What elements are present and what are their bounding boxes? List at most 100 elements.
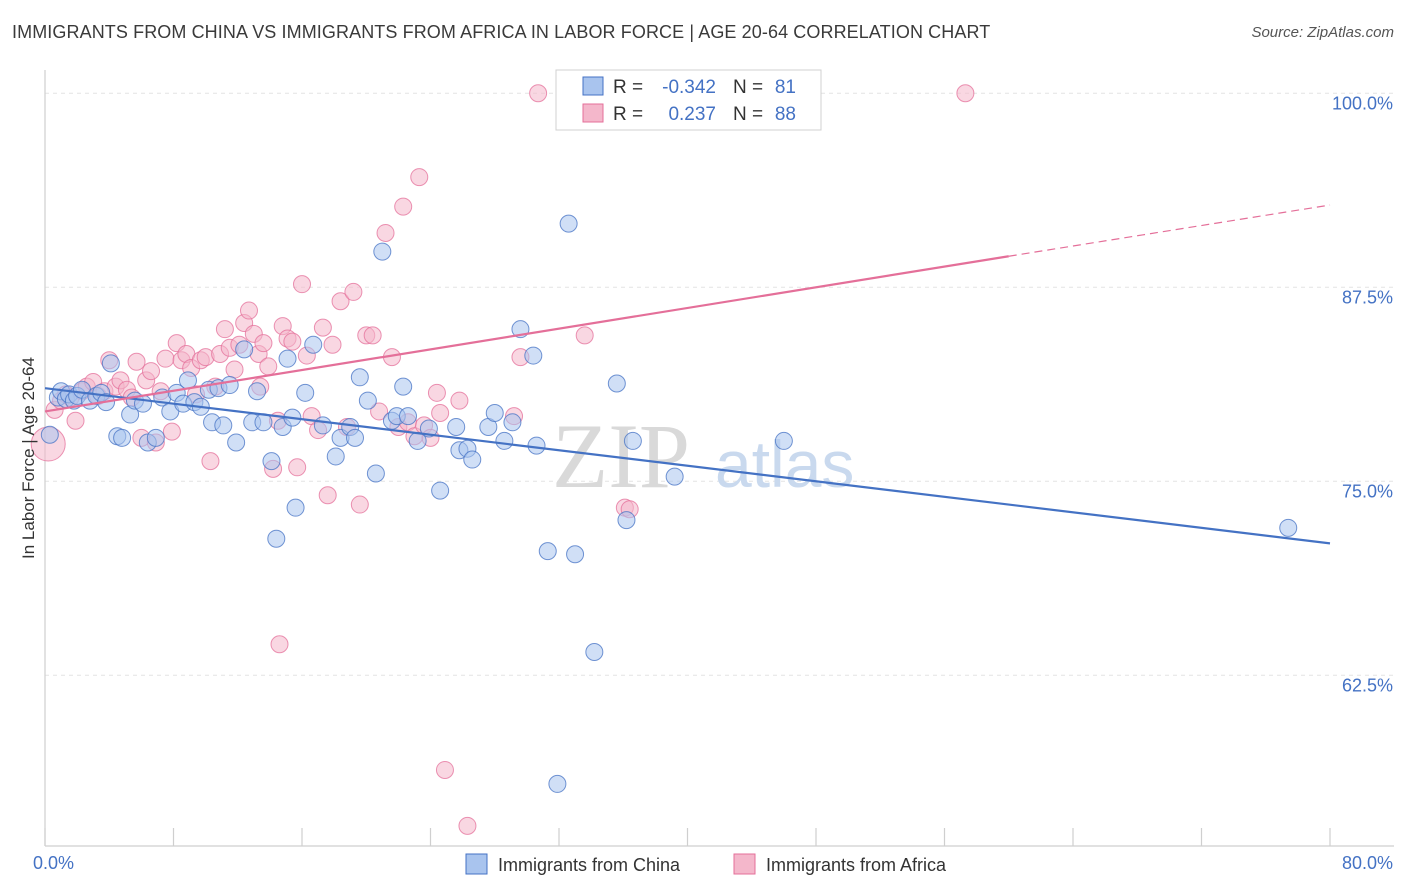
africa-trend-extension [1008, 204, 1331, 257]
china-point [262, 452, 281, 471]
china-point [548, 774, 567, 793]
china-point [220, 376, 239, 395]
x-axis-ticks [44, 828, 1331, 846]
africa-trend-line [44, 255, 1009, 413]
x-tick-label-max: 80.0% [1342, 853, 1393, 873]
africa-point [394, 197, 413, 216]
africa-point [254, 334, 273, 353]
china-point [419, 419, 438, 438]
china-point [463, 450, 482, 469]
china-point [485, 403, 504, 422]
china-point [235, 340, 254, 359]
china-point [394, 377, 413, 396]
china-point [431, 481, 450, 500]
china-point [1279, 518, 1298, 537]
africa-point [331, 292, 350, 311]
africa-point [450, 391, 469, 410]
watermark: ZIP atlas [552, 405, 854, 507]
china-point [566, 545, 585, 564]
stats-china-r-label: R = [613, 77, 643, 98]
china-point [214, 416, 233, 435]
africa-point [293, 275, 311, 294]
africa-point [376, 223, 395, 242]
stats-africa-r-label: R = [613, 104, 643, 125]
stats-africa-swatch [582, 103, 604, 123]
africa-point [350, 495, 369, 514]
china-point [524, 346, 543, 365]
stats-china-n-value: 81 [775, 77, 796, 98]
china-point [146, 428, 165, 447]
legend: Immigrants from China Immigrants from Af… [465, 853, 947, 875]
legend-china-swatch [465, 853, 488, 875]
china-point [313, 416, 332, 435]
africa-point [323, 335, 342, 354]
china-point [40, 425, 59, 444]
china-point [585, 643, 604, 661]
x-tick-label-min: 0.0% [33, 853, 74, 873]
africa-point [575, 326, 594, 345]
y-tick-label: 75.0% [1342, 481, 1393, 501]
stats-box: R = -0.342 N = 81 R = 0.237 N = 88 [555, 69, 822, 131]
africa-point [127, 352, 146, 371]
china-point [623, 431, 642, 450]
china-point [607, 374, 626, 393]
africa-point [435, 760, 454, 779]
china-point [304, 335, 323, 354]
y-tick-label: 100.0% [1332, 93, 1393, 113]
china-point [503, 413, 522, 432]
stats-africa-r-value: 0.237 [668, 104, 716, 125]
china-point [326, 447, 345, 466]
china-point [373, 242, 392, 261]
china-point [527, 436, 546, 455]
africa-point [156, 349, 175, 368]
y-axis-tick-labels: 62.5% 75.0% 87.5% 100.0% [1332, 93, 1393, 695]
legend-china-label: Immigrants from China [498, 855, 681, 875]
china-point [350, 368, 369, 387]
africa-point [313, 318, 332, 337]
africa-point [458, 816, 477, 835]
legend-africa-label: Immigrants from Africa [766, 855, 947, 875]
africa-point [225, 360, 244, 379]
y-tick-label: 87.5% [1342, 287, 1393, 307]
legend-africa-swatch [733, 853, 756, 875]
china-point [366, 464, 385, 483]
stats-china-swatch [582, 76, 604, 96]
chart-title: IMMIGRANTS FROM CHINA VS IMMIGRANTS FROM… [12, 22, 991, 42]
africa-point [427, 383, 446, 402]
china-point [665, 467, 684, 486]
africa-point [201, 452, 220, 471]
grid-lines [45, 92, 1394, 676]
africa-point [431, 403, 450, 422]
africa-point [370, 402, 389, 421]
china-point [399, 407, 418, 426]
africa-point [215, 320, 234, 339]
africa-point [529, 84, 548, 103]
china-point [113, 428, 132, 447]
africa-point [142, 362, 161, 381]
africa-point [259, 357, 278, 376]
china-point [559, 214, 578, 233]
source-credit: Source: ZipAtlas.com [1251, 24, 1394, 41]
china-point [267, 529, 286, 548]
china-point [495, 431, 514, 450]
y-tick-label: 62.5% [1342, 675, 1393, 695]
stats-africa-n-label: N = [733, 104, 763, 125]
africa-point [956, 84, 975, 103]
china-point [346, 428, 365, 447]
stats-africa-n-value: 88 [775, 104, 796, 125]
china-point [617, 511, 636, 530]
china-point [227, 433, 246, 452]
africa-point [288, 458, 307, 477]
china-point [248, 382, 267, 401]
china-point [358, 391, 377, 410]
africa-point [270, 635, 289, 654]
china-point [538, 542, 557, 561]
china-point [286, 498, 305, 517]
china-point [774, 431, 793, 450]
africa-point [363, 326, 382, 345]
africa-point [344, 282, 363, 301]
africa-point [162, 422, 181, 441]
africa-point [410, 168, 429, 187]
trend-lines [44, 204, 1331, 545]
